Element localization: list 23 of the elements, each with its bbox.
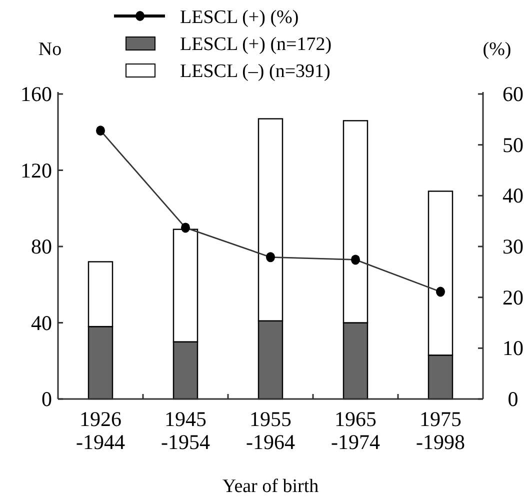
y-tick-label: 80 [31,234,52,258]
y2-axis-title: (%) [482,39,512,60]
y-tick-label: 120 [20,158,52,182]
legend-label: LESCL (+) (n=172) [180,34,332,55]
y2-tick-label: 30 [502,234,524,258]
legend-label: LESCL (–) (n=391) [180,61,330,82]
x-tick-label: 1926 -1944 [76,407,126,454]
y-tick-label: 0 [42,387,52,411]
y-tick-label: 40 [31,310,52,335]
x-tick-label: 1975 -1998 [416,407,465,454]
x-tick-label: 1965 -1974 [331,407,380,454]
y2-tick-label: 20 [502,285,524,310]
y2-tick-label: 40 [502,184,524,208]
x-tick-label: 1945 -1954 [161,407,210,454]
y2-tick-label: 0 [508,387,518,411]
x-tick-label: 1955 -1964 [246,407,296,454]
x-axis-title: Year of birth [222,476,320,497]
y-tick-label: 160 [20,82,52,106]
y2-tick-label: 60 [502,82,524,106]
y2-tick-label: 10 [502,336,524,360]
y2-tick-label: 50 [502,132,524,157]
legend-label: LESCL (+) (%) [180,7,299,28]
y-axis-title: No [38,39,62,60]
